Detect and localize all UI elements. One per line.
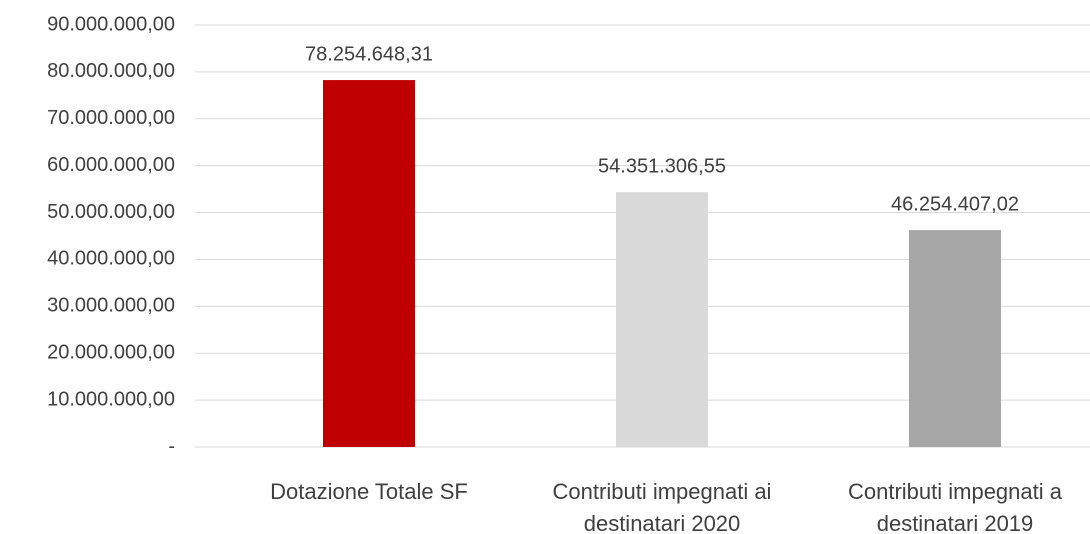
x-tick-label: Contributi impegnati ai destinatari 2020 xyxy=(552,479,772,534)
y-tick-label: 10.000.000,00 xyxy=(47,388,175,410)
y-tick-label: 30.000.000,00 xyxy=(47,295,175,317)
data-label: 78.254.648,31 xyxy=(305,43,433,65)
bar xyxy=(909,230,1001,447)
y-tick-label: 70.000.000,00 xyxy=(47,107,175,129)
y-tick-label: 50.000.000,00 xyxy=(47,201,175,223)
y-tick-label: 90.000.000,00 xyxy=(47,13,175,35)
y-tick-label: - xyxy=(168,435,175,457)
x-tick-label: Contributi impegnati a destinatari 2019 xyxy=(847,479,1062,534)
y-tick-label: 20.000.000,00 xyxy=(47,342,175,364)
bar xyxy=(323,80,415,448)
y-tick-label: 40.000.000,00 xyxy=(47,248,175,270)
bar xyxy=(616,192,708,447)
y-tick-label: 80.000.000,00 xyxy=(47,60,175,82)
y-tick-label: 60.000.000,00 xyxy=(47,154,175,176)
data-label: 46.254.407,02 xyxy=(891,193,1019,215)
data-label: 54.351.306,55 xyxy=(598,155,726,177)
x-tick-label: Dotazione Totale SF xyxy=(270,479,468,504)
